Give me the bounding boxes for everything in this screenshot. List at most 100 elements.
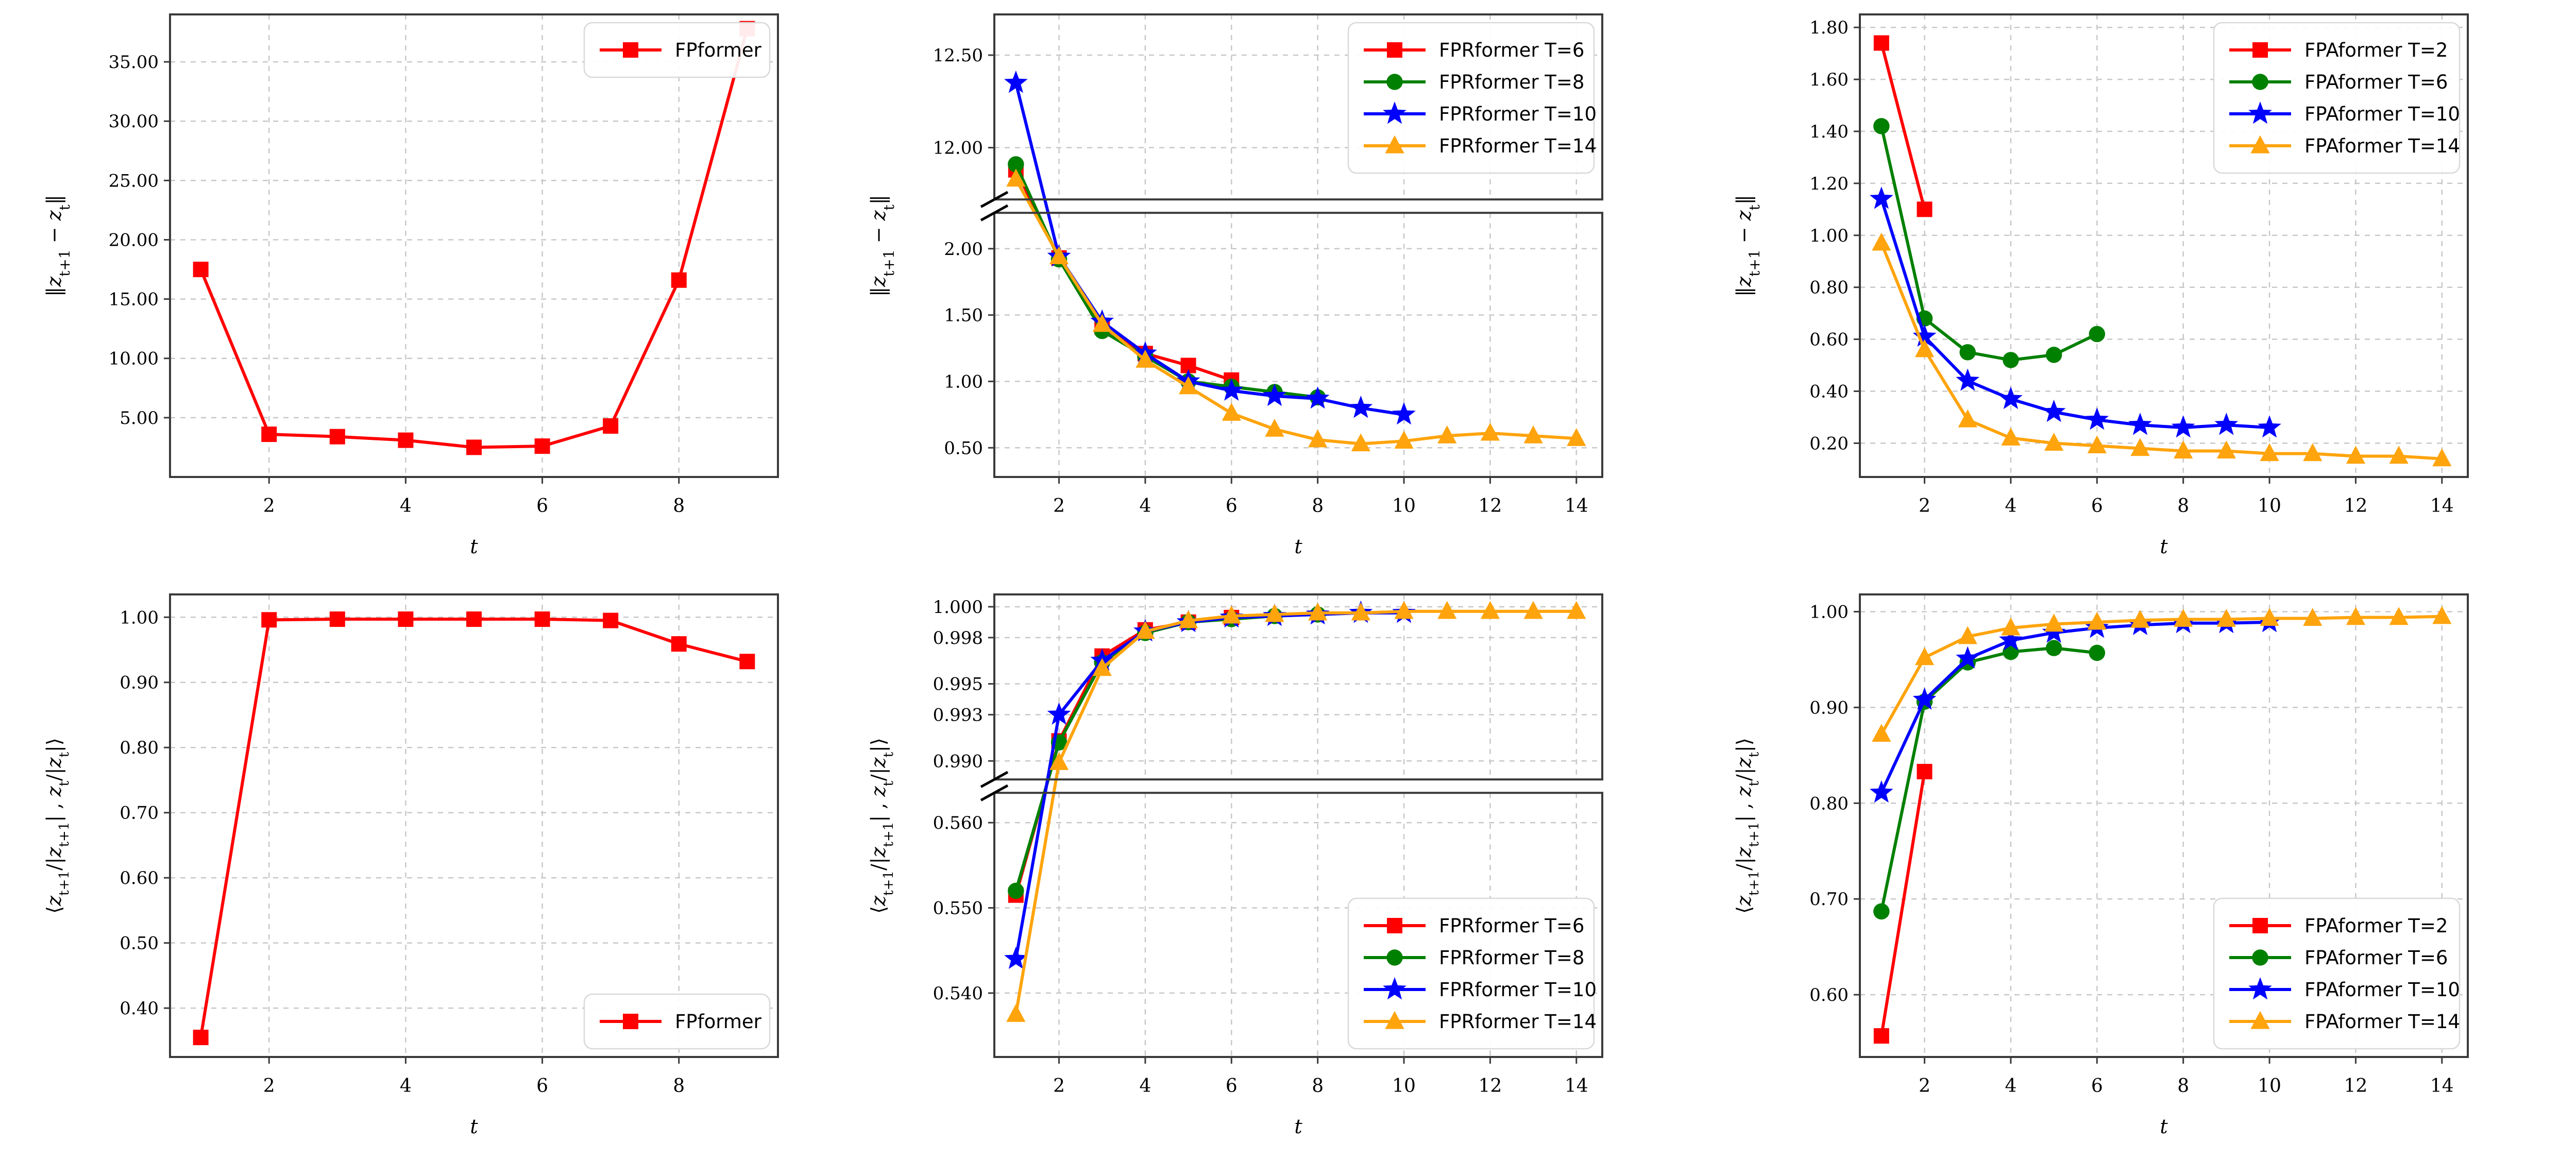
x-tick-label: 2 — [1053, 1076, 1065, 1097]
legend[interactable]: FPRformer T=6 FPRformer T=8 FPRformer T=10… — [1347, 22, 1597, 174]
panel-top-right: 0.20 0.40 0.60 0.80 1.00 1.20 1.40 1.60 1.80 2 4 6 8… — [1733, 13, 2469, 558]
series-marker — [1222, 403, 1241, 421]
series-line — [1879, 770, 1926, 1038]
x-tick-label: 2 — [263, 496, 275, 517]
legend-marker-triangle-icon — [2250, 135, 2270, 153]
series-marker — [1956, 646, 1980, 669]
legend-item[interactable]: FPAformer T=10 — [2229, 101, 2460, 125]
series-marker — [193, 1030, 209, 1046]
legend-label: FPRformer T=6 — [1439, 915, 1584, 937]
legend[interactable]: FPformer — [583, 993, 771, 1050]
legend-item[interactable]: FPRformer T=6 — [1364, 39, 1584, 61]
series-marker — [1394, 431, 1414, 449]
series-marker — [2045, 640, 2062, 656]
series-line — [1014, 168, 1233, 382]
series-marker — [2214, 413, 2239, 435]
legend-item[interactable]: FPRformer T=8 — [1364, 71, 1584, 93]
series-marker — [2003, 352, 2019, 368]
legend-item[interactable]: FPAformer T=2 — [2229, 39, 2448, 61]
series-marker — [2303, 443, 2323, 462]
series-line — [1014, 612, 1319, 893]
series-marker — [2128, 413, 2152, 435]
legend-item[interactable]: FPformer — [600, 39, 762, 61]
series-marker — [2260, 443, 2279, 462]
x-tick-label: 6 — [2091, 496, 2103, 517]
legend[interactable]: FPAformer T=2 FPAformer T=6 FPAformer T=10… — [2213, 897, 2461, 1050]
series-marker — [329, 429, 345, 445]
y-tick-label: 0.40 — [1809, 382, 1849, 402]
series-marker — [1136, 621, 1155, 639]
data-series-group — [1870, 606, 2452, 1044]
y-tick-label: 0.90 — [120, 673, 159, 693]
legend-item[interactable]: FPRformer T=14 — [1364, 1011, 1597, 1033]
series-marker — [603, 612, 619, 628]
legend[interactable]: FPAformer T=2 FPAformer T=6 FPAformer T=10… — [2213, 22, 2461, 174]
legend-item[interactable]: FPAformer T=2 — [2229, 915, 2448, 937]
axes-group: 0.990 0.993 0.995 0.998 1.000 0.540 0.550 0.560… — [867, 593, 1603, 1138]
legend-box — [2213, 897, 2461, 1050]
axis-break-mark — [980, 191, 1009, 208]
data-series-group — [1004, 70, 1586, 452]
legend-item[interactable]: FPAformer T=6 — [2229, 947, 2448, 969]
series-marker — [1870, 186, 1893, 209]
series-marker — [1959, 344, 1976, 361]
x-tick-label: 2 — [1053, 496, 1065, 517]
data-series-group — [1004, 600, 1586, 1022]
series-line — [1879, 646, 2099, 913]
legend[interactable]: FPRformer T=6 FPRformer T=8 FPRformer T=10… — [1347, 897, 1597, 1050]
legend-item[interactable]: FPRformer T=14 — [1364, 135, 1597, 157]
legend-item[interactable]: FPAformer T=14 — [2229, 1011, 2460, 1033]
plot-frame — [993, 13, 1603, 201]
legend-item[interactable]: FPAformer T=6 — [2229, 71, 2448, 93]
legend[interactable]: FPformer — [583, 22, 771, 78]
series-line — [1879, 197, 2272, 430]
series-marker — [739, 654, 755, 670]
legend-item[interactable]: FPAformer T=10 — [2229, 977, 2460, 1001]
series-marker — [1917, 763, 1933, 779]
series-marker — [1006, 168, 1026, 187]
legend-marker-star-icon — [1383, 101, 1406, 124]
y-tick-label: 0.90 — [1809, 697, 1849, 718]
legend-item[interactable]: FPRformer T=8 — [1364, 947, 1584, 969]
series-marker — [2042, 399, 2066, 422]
y-tick-label: 5.00 — [120, 408, 159, 429]
series-marker — [1480, 601, 1500, 619]
series-marker — [2044, 433, 2064, 451]
legend-item[interactable]: FPRformer T=6 — [1364, 915, 1584, 937]
panel-bottom-right: 0.60 0.70 0.80 0.90 1.00 2 4 6 8 10 12 14 t ⟨zt+1/|zt… — [1733, 593, 2469, 1138]
legend-item[interactable]: FPAformer T=14 — [2229, 135, 2460, 157]
legend-item[interactable]: FPRformer T=10 — [1364, 977, 1597, 1001]
series-marker — [1872, 724, 1891, 742]
series-marker — [2216, 609, 2236, 627]
series-marker — [2044, 613, 2064, 632]
plot-frame — [169, 593, 779, 1058]
series-marker — [1351, 433, 1370, 452]
series-marker — [329, 611, 345, 627]
series-marker — [1047, 702, 1071, 725]
series-line — [1014, 616, 1233, 897]
y-tick-label: 0.80 — [120, 738, 159, 758]
y-tick-label: 0.40 — [120, 998, 159, 1019]
legend-item[interactable]: FPRformer T=10 — [1364, 101, 1597, 125]
series-marker — [2258, 415, 2281, 438]
y-tick-label: 10.00 — [109, 349, 159, 369]
y-tick-label: 0.50 — [944, 438, 983, 458]
x-tick-label: 8 — [1312, 496, 1324, 517]
series-marker — [1306, 386, 1330, 409]
series-marker — [466, 439, 482, 455]
series-marker — [1958, 409, 1977, 428]
y-tick-label: 1.40 — [1809, 122, 1849, 142]
x-axis-label: t — [470, 535, 478, 558]
legend-label: FPAformer T=2 — [2304, 915, 2448, 937]
series-marker — [1873, 1028, 1889, 1044]
panel-top-left: 5.00 10.00 15.00 20.00 25.00 30.00 35.00 2 4 6 8 t ‖… — [43, 13, 779, 558]
legend-item[interactable]: FPformer — [600, 1011, 762, 1033]
series-marker — [1912, 324, 1937, 347]
series-marker — [2085, 407, 2109, 430]
data-series — [1873, 35, 1933, 217]
legend-box — [1347, 897, 1595, 1050]
legend-label: FPRformer T=6 — [1439, 39, 1584, 61]
axis-break-mark — [980, 771, 1009, 788]
data-series — [193, 21, 755, 455]
y-tick-label: 12.00 — [933, 138, 983, 159]
